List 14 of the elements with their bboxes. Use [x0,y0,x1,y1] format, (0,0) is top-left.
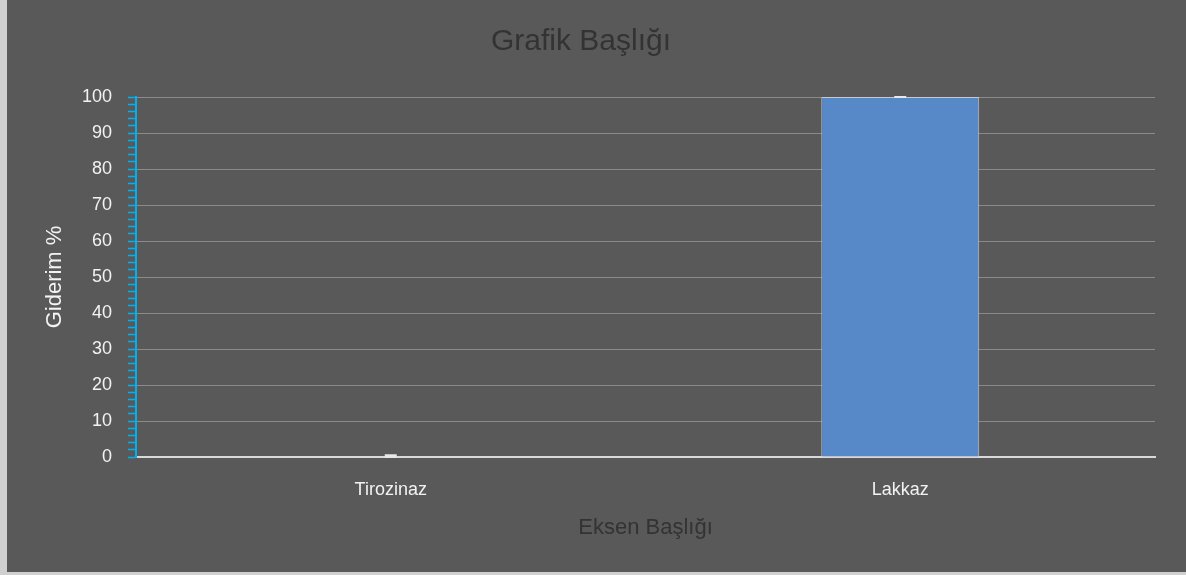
y-tick-label: 10 [91,409,112,430]
y-tick-label: 20 [91,373,112,394]
y-tick-label: 60 [91,229,112,250]
y-tick-label: 40 [91,301,112,322]
y-tick-label: 50 [91,265,112,286]
y-tick-label: 30 [91,337,112,358]
x-tick-label: Tirozinaz [354,478,427,499]
x-tick-label: Lakkaz [871,478,929,499]
y-axis-title: Giderim % [41,225,67,329]
y-tick-label: 70 [91,193,112,214]
y-tick-label: 100 [81,85,112,106]
y-tick-label: 80 [91,157,112,178]
y-tick-label: 0 [101,445,112,466]
y-tick-label: 90 [91,121,112,142]
